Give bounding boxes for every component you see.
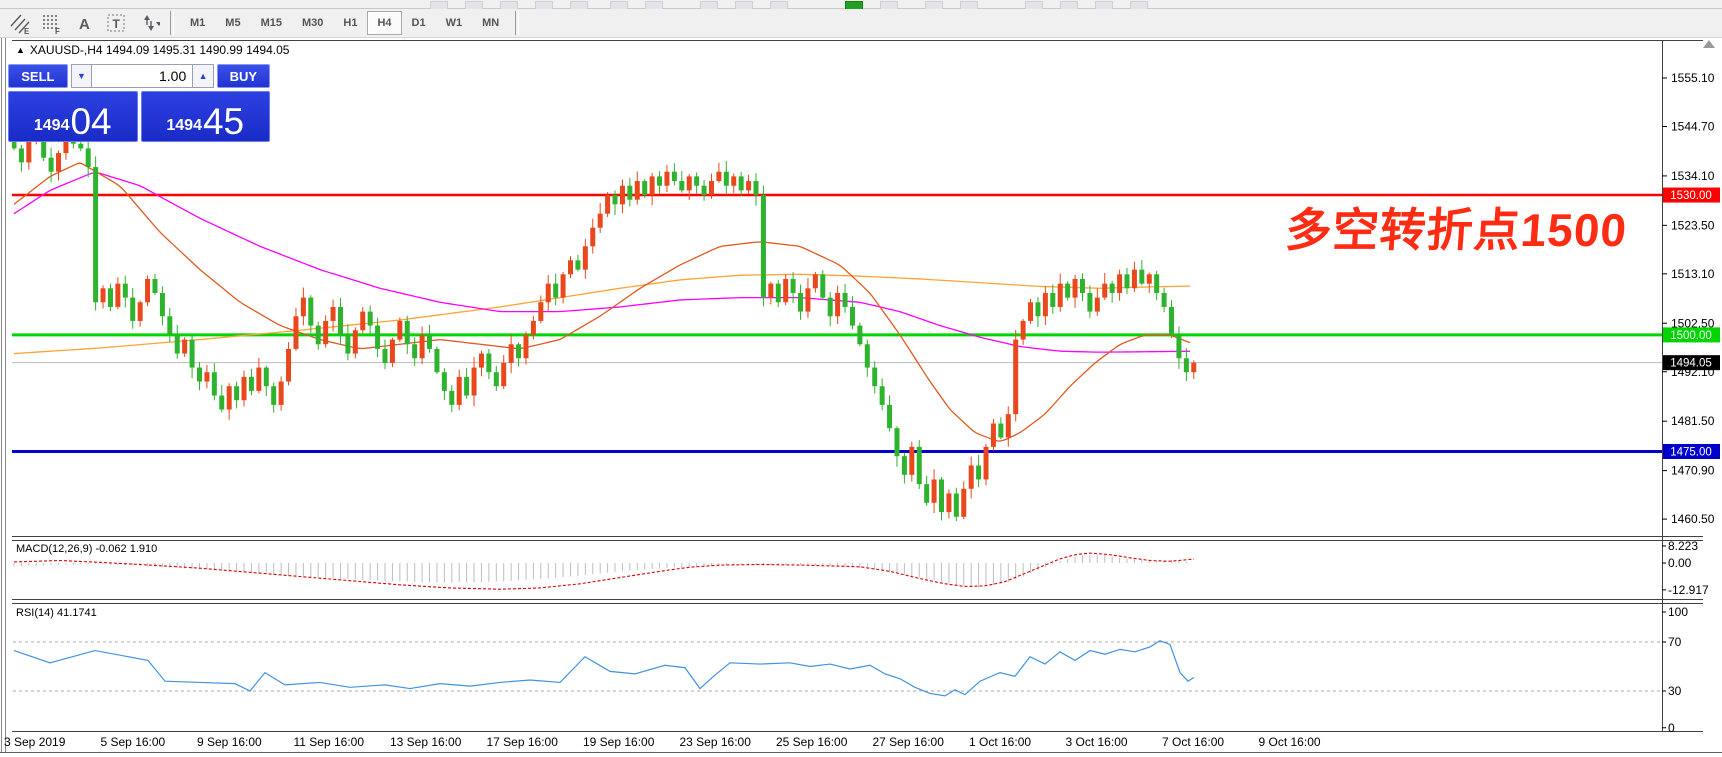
timeframe-button-M15[interactable]: M15 [260, 17, 282, 29]
svg-text:1534.10: 1534.10 [1671, 169, 1715, 183]
price-direction-up-icon: ▲ [16, 45, 25, 55]
toolbar-separator [170, 11, 174, 35]
candles-layer [12, 121, 1197, 522]
svg-text:30: 30 [1668, 684, 1682, 698]
svg-text:23 Sep 16:00: 23 Sep 16:00 [680, 735, 752, 749]
time-axis: 3 Sep 2019 5 Sep 16:00 9 Sep 16:00 11 Sep 1… [4, 735, 1321, 749]
text-label-tool-icon[interactable]: T [100, 11, 132, 35]
scroll-up-arrow[interactable] [1703, 40, 1715, 48]
svg-text:T: T [113, 17, 121, 31]
svg-text:9 Sep 16:00: 9 Sep 16:00 [197, 735, 262, 749]
text-tool-icon[interactable]: A [68, 11, 100, 35]
macd-panel [13, 552, 1195, 590]
svg-text:17 Sep 16:00: 17 Sep 16:00 [487, 735, 559, 749]
svg-text:1500.00: 1500.00 [1670, 330, 1712, 342]
svg-text:8.223: 8.223 [1668, 539, 1698, 553]
timeframe-button-M5[interactable]: M5 [225, 17, 241, 29]
fibonacci-retracement-tool-icon[interactable]: F [36, 11, 68, 35]
bid-price-main: 1494 [33, 117, 70, 134]
timeframe-button-M30[interactable]: M30 [301, 17, 324, 29]
timeframe-button-D1[interactable]: D1 [411, 17, 426, 29]
one-click-trading-panel: SELL ▼ ▲ BUY 1494 04 1494 45 [8, 64, 270, 142]
svg-text:A: A [79, 16, 90, 33]
svg-text:1470.90: 1470.90 [1671, 464, 1715, 478]
svg-text:70: 70 [1668, 635, 1682, 649]
timeframe-button-M1[interactable]: M1 [190, 17, 206, 29]
chart-ohlc-header: ▲ XAUUSD-,H4 1494.09 1495.31 1490.99 1494… [16, 43, 289, 57]
svg-text:9 Oct 16:00: 9 Oct 16:00 [1259, 735, 1321, 749]
svg-text:25 Sep 16:00: 25 Sep 16:00 [776, 735, 848, 749]
svg-text:1530.00: 1530.00 [1670, 190, 1712, 202]
macd-indicator-label: MACD(12,26,9) -0.062 1.910 [16, 543, 158, 555]
volume-decrease-button[interactable]: ▼ [70, 64, 93, 88]
svg-text:7 Oct 16:00: 7 Oct 16:00 [1162, 735, 1224, 749]
volume-increase-button[interactable]: ▲ [192, 64, 214, 88]
svg-text:E: E [24, 27, 30, 35]
svg-text:1513.10: 1513.10 [1671, 267, 1715, 281]
rsi-indicator-label: RSI(14) 41.1741 [16, 607, 97, 619]
svg-text:F: F [55, 27, 60, 35]
ask-price-pips: 45 [202, 101, 245, 143]
svg-text:1460.50: 1460.50 [1671, 512, 1715, 526]
volume-input[interactable] [92, 64, 193, 88]
toolbar-separator [515, 11, 520, 35]
equidistant-channel-tool-icon[interactable]: E [4, 11, 36, 35]
main-price-panel [12, 121, 1662, 522]
svg-text:3 Oct 16:00: 3 Oct 16:00 [1066, 735, 1128, 749]
svg-text:1544.70: 1544.70 [1671, 119, 1715, 133]
svg-text:1523.50: 1523.50 [1671, 218, 1715, 232]
svg-text:100: 100 [1668, 605, 1688, 619]
svg-text:11 Sep 16:00: 11 Sep 16:00 [294, 735, 365, 749]
svg-text:1502.50: 1502.50 [1671, 316, 1715, 330]
svg-text:0: 0 [1668, 721, 1675, 735]
sell-button[interactable]: SELL [8, 64, 68, 88]
svg-text:0.00: 0.00 [1668, 556, 1692, 570]
bid-price-panel[interactable]: 1494 04 [8, 91, 138, 142]
svg-text:1481.50: 1481.50 [1671, 414, 1715, 428]
timeframe-button-MN[interactable]: MN [482, 17, 500, 29]
svg-text:13 Sep 16:00: 13 Sep 16:00 [390, 735, 462, 749]
svg-text:5 Sep 16:00: 5 Sep 16:00 [101, 735, 166, 749]
rsi-panel [13, 640, 1662, 697]
timeframe-toolbar: M1 M5 M15 M30 H1 H4 D1 W1 MN [180, 11, 509, 35]
price-axis: 1555.10 1544.70 1534.10 1523.50 1513.10 1502.… [1662, 71, 1720, 735]
svg-text:3 Sep 2019: 3 Sep 2019 [4, 735, 66, 749]
window-titlebar-strip [0, 0, 1722, 10]
svg-text:-12.917: -12.917 [1668, 583, 1709, 597]
symbol-ohlc-text: XAUUSD-,H4 1494.09 1495.31 1490.99 1494.… [29, 43, 290, 57]
chart-annotation-text: 多空转折点1500 [1283, 204, 1629, 256]
main-toolbar: E F A T M1 M5 M15 M30 H1 H4 D1 W1 MN [0, 9, 1722, 38]
bid-price-pips: 04 [70, 101, 112, 143]
svg-text:1494.05: 1494.05 [1670, 358, 1712, 370]
svg-text:1475.00: 1475.00 [1670, 446, 1712, 458]
svg-text:1 Oct 16:00: 1 Oct 16:00 [969, 735, 1031, 749]
ask-price-panel[interactable]: 1494 45 [140, 91, 270, 143]
buy-button[interactable]: BUY [216, 64, 270, 88]
arrow-tools-tool-icon[interactable] [132, 11, 164, 35]
timeframe-button-H1[interactable]: H1 [343, 17, 358, 29]
timeframe-button-W1[interactable]: W1 [445, 17, 463, 29]
svg-text:19 Sep 16:00: 19 Sep 16:00 [583, 735, 655, 749]
timeframe-button-H4[interactable]: H4 [367, 11, 402, 35]
svg-text:1555.10: 1555.10 [1671, 71, 1715, 85]
ask-price-main: 1494 [166, 117, 202, 134]
svg-text:27 Sep 16:00: 27 Sep 16:00 [873, 735, 945, 749]
